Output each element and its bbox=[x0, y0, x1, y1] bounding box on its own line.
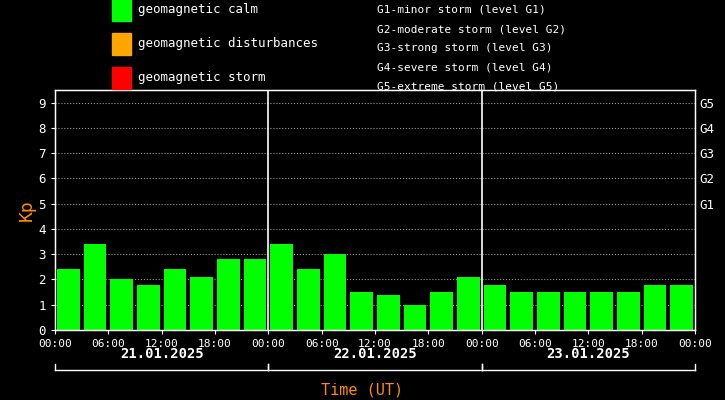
Bar bbox=[244, 259, 266, 330]
Text: 23.01.2025: 23.01.2025 bbox=[547, 347, 630, 361]
Text: G1-minor storm (level G1): G1-minor storm (level G1) bbox=[377, 5, 546, 15]
Bar bbox=[137, 284, 160, 330]
Bar bbox=[350, 292, 373, 330]
Text: 22.01.2025: 22.01.2025 bbox=[333, 347, 417, 361]
Text: geomagnetic calm: geomagnetic calm bbox=[138, 4, 258, 16]
Bar bbox=[164, 269, 186, 330]
Y-axis label: Kp: Kp bbox=[17, 199, 36, 221]
Bar bbox=[457, 277, 480, 330]
Bar bbox=[537, 292, 560, 330]
Bar bbox=[510, 292, 533, 330]
Text: G5-extreme storm (level G5): G5-extreme storm (level G5) bbox=[377, 82, 559, 92]
Bar bbox=[404, 305, 426, 330]
Bar bbox=[110, 280, 133, 330]
Text: Time (UT): Time (UT) bbox=[321, 382, 404, 398]
Bar bbox=[191, 277, 213, 330]
Text: geomagnetic storm: geomagnetic storm bbox=[138, 72, 265, 84]
Bar bbox=[57, 269, 80, 330]
Bar bbox=[297, 269, 320, 330]
Bar bbox=[217, 259, 240, 330]
Bar bbox=[484, 284, 506, 330]
Bar bbox=[590, 292, 613, 330]
Bar bbox=[671, 284, 693, 330]
Bar bbox=[83, 244, 107, 330]
Text: geomagnetic disturbances: geomagnetic disturbances bbox=[138, 38, 318, 50]
Text: 21.01.2025: 21.01.2025 bbox=[120, 347, 204, 361]
Bar bbox=[617, 292, 639, 330]
Bar bbox=[563, 292, 587, 330]
Bar bbox=[431, 292, 453, 330]
Bar bbox=[270, 244, 293, 330]
Text: G2-moderate storm (level G2): G2-moderate storm (level G2) bbox=[377, 24, 566, 34]
Bar bbox=[323, 254, 347, 330]
Text: G3-strong storm (level G3): G3-strong storm (level G3) bbox=[377, 43, 552, 53]
Bar bbox=[377, 295, 399, 330]
Bar bbox=[644, 284, 666, 330]
Text: G4-severe storm (level G4): G4-severe storm (level G4) bbox=[377, 63, 552, 73]
